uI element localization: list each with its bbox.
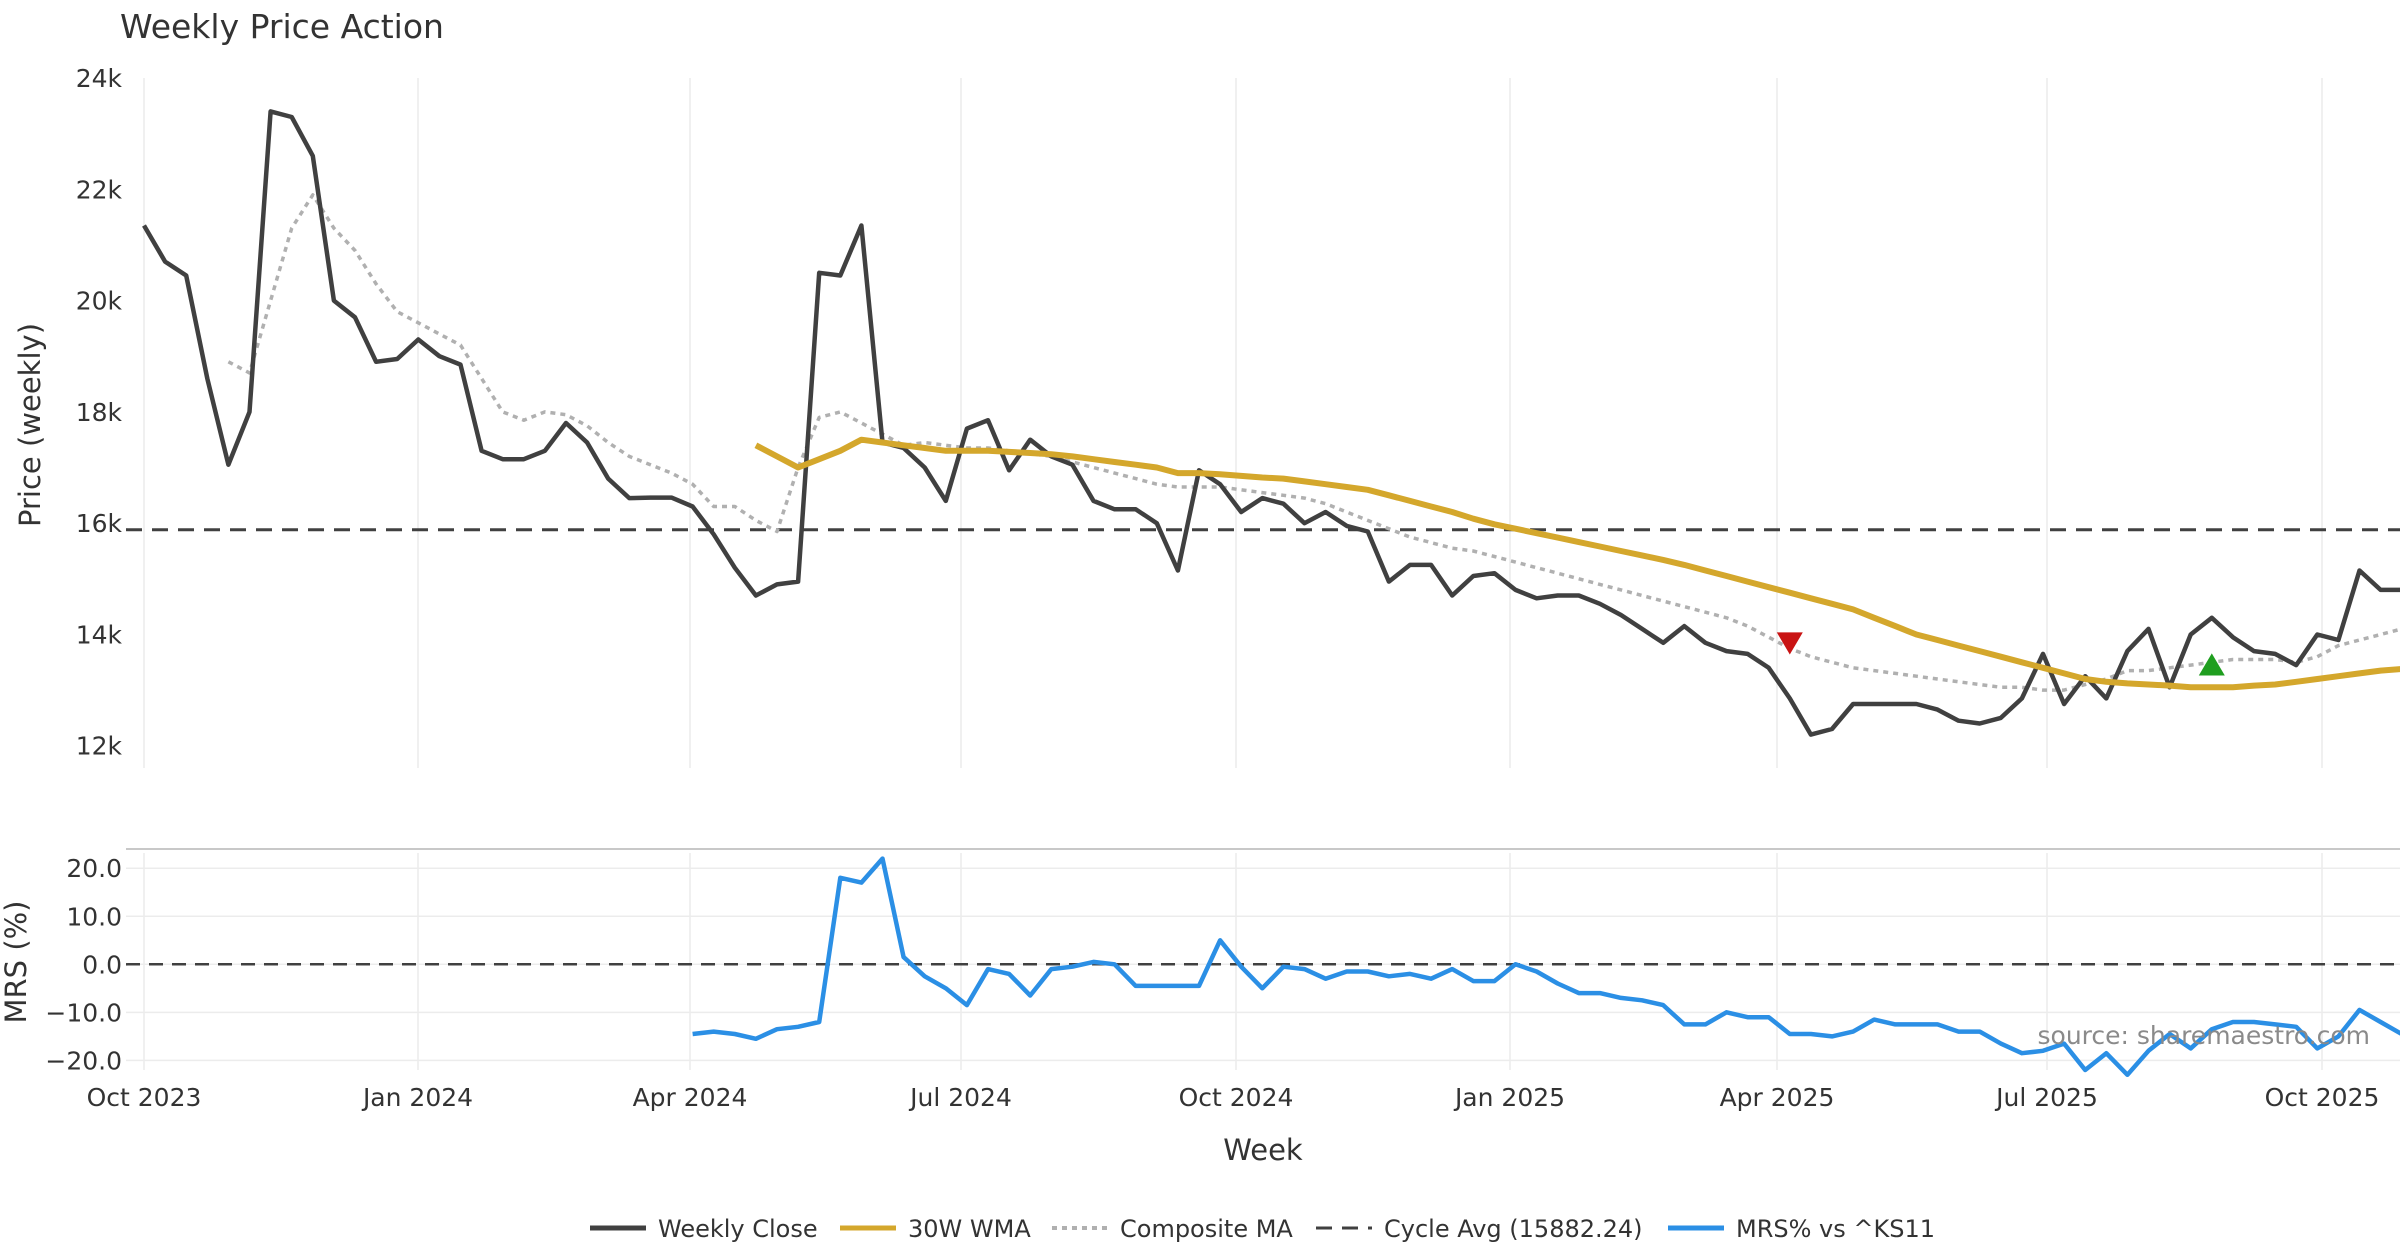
signal-markers: [1776, 632, 2225, 676]
mrs-y-tick-label: 10.0: [66, 902, 122, 931]
mrs-y-tick-label: −20.0: [45, 1046, 122, 1075]
buy-signal-marker: [2198, 653, 2225, 676]
price-y-tick-label: 12k: [76, 732, 123, 761]
x-tick-label: Oct 2025: [2265, 1083, 2380, 1112]
price-axis-label: Price (weekly): [13, 323, 47, 527]
price-y-ticks: 12k 14k 16k 18k 20k 22k 24k: [76, 64, 123, 761]
mrs-y-tick-label: 0.0: [82, 950, 122, 979]
price-y-tick-label: 14k: [76, 620, 123, 649]
wma-30w-line: [754, 436, 2400, 691]
sell-signal-marker: [1776, 632, 1803, 655]
chart-title: Weekly Price Action: [120, 7, 444, 46]
price-y-tick-label: 20k: [76, 287, 123, 316]
mrs-series: [692, 856, 2400, 1078]
price-y-tick-label: 22k: [76, 175, 123, 204]
composite-ma-line: [227, 193, 2400, 692]
legend: Weekly Close 30W WMA Composite MA Cycle Avg…: [590, 1215, 1935, 1243]
weekly-close-line: [142, 109, 2400, 737]
x-tick-label: Jul 2025: [1994, 1083, 2098, 1112]
x-tick-label: Oct 2024: [1179, 1083, 1294, 1112]
mrs-y-tick-label: 20.0: [66, 854, 122, 883]
mrs-y-tick-label: −10.0: [45, 998, 122, 1027]
x-tick-label: Oct 2023: [87, 1083, 202, 1112]
x-ticks: Oct 2023 Jan 2024 Apr 2024 Jul 2024 Oct 2024…: [87, 1083, 2380, 1112]
legend-label: Weekly Close: [658, 1215, 818, 1243]
legend-label: 30W WMA: [908, 1215, 1031, 1243]
x-tick-label: Jan 2025: [1453, 1083, 1565, 1112]
price-gridlines: [143, 78, 2323, 768]
price-y-tick-label: 24k: [76, 64, 123, 93]
source-label: source: sharemaestro.com: [2038, 1021, 2371, 1050]
legend-label: Cycle Avg (15882.24): [1384, 1215, 1643, 1243]
x-axis-label: Week: [1223, 1133, 1303, 1167]
legend-label: MRS% vs ^KS11: [1736, 1215, 1935, 1243]
x-tick-label: Jul 2024: [908, 1083, 1012, 1112]
price-y-tick-label: 16k: [76, 509, 123, 538]
mrs-gridlines: [126, 853, 2400, 1070]
price-y-tick-label: 18k: [76, 398, 123, 427]
x-tick-label: Apr 2025: [1720, 1083, 1835, 1112]
x-tick-label: Apr 2024: [633, 1083, 748, 1112]
mrs-axis-label: MRS (%): [0, 901, 33, 1024]
x-tick-label: Jan 2024: [361, 1083, 473, 1112]
price-series: [126, 109, 2400, 737]
mrs-line: [692, 856, 2400, 1078]
mrs-y-ticks: 20.0 10.0 0.0 −10.0 −20.0: [45, 854, 122, 1075]
legend-label: Composite MA: [1120, 1215, 1293, 1243]
